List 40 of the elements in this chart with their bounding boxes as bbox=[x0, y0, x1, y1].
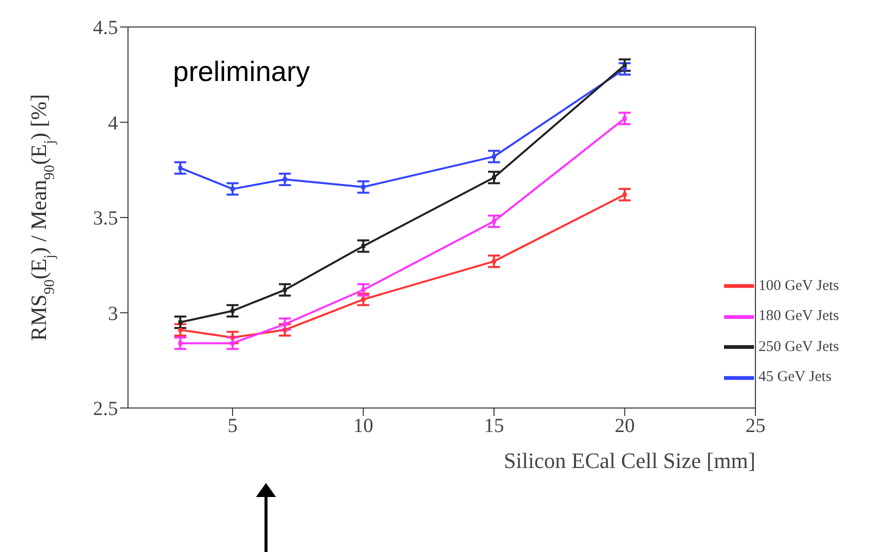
point bbox=[492, 259, 496, 264]
point bbox=[492, 175, 496, 180]
y-tick-label: 2.5 bbox=[93, 398, 118, 420]
x-tick-label: 5 bbox=[228, 415, 238, 438]
x-tick-label: 15 bbox=[484, 415, 504, 438]
point bbox=[622, 116, 627, 120]
x-tick-label: 20 bbox=[614, 415, 635, 438]
point bbox=[230, 186, 235, 191]
x-axis-title: Silicon ECal Cell Size [mm] bbox=[504, 448, 756, 473]
point bbox=[282, 288, 287, 292]
point bbox=[492, 219, 496, 224]
point bbox=[178, 341, 182, 346]
point bbox=[492, 154, 496, 159]
point bbox=[361, 288, 366, 292]
point bbox=[230, 341, 235, 346]
point bbox=[622, 63, 627, 68]
y-tick-label: 3 bbox=[108, 302, 118, 325]
x-tick-label: 25 bbox=[745, 415, 766, 438]
point bbox=[622, 192, 627, 197]
point bbox=[178, 166, 182, 170]
point bbox=[282, 322, 287, 326]
point bbox=[361, 244, 366, 248]
annotation: preliminary bbox=[173, 56, 310, 88]
legend-label: 45 GeV Jets bbox=[758, 369, 832, 386]
point bbox=[361, 297, 366, 302]
point bbox=[230, 308, 235, 313]
point bbox=[178, 320, 182, 324]
legend-label: 250 GeV Jets bbox=[758, 338, 839, 355]
legend-label: 180 GeV Jets bbox=[758, 308, 839, 324]
point bbox=[622, 66, 627, 71]
x-tick-label: 10 bbox=[353, 415, 374, 438]
point bbox=[178, 328, 182, 332]
point bbox=[361, 185, 366, 190]
point bbox=[282, 177, 287, 182]
point bbox=[230, 336, 235, 340]
point bbox=[282, 328, 287, 332]
y-tick-label: 4 bbox=[108, 112, 118, 134]
legend-label: 100 GeV Jets bbox=[758, 278, 839, 294]
y-tick-label: 4.5 bbox=[93, 17, 118, 40]
y-tick-label: 3.5 bbox=[93, 208, 118, 230]
